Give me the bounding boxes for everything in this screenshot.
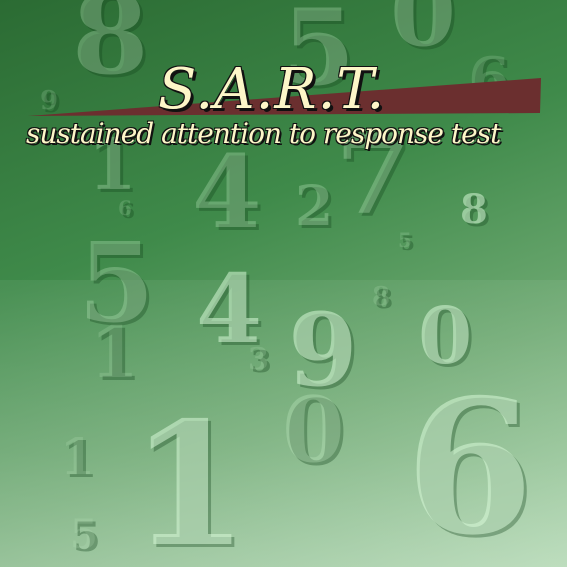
background-digit: 5: [282, 0, 356, 109]
background-digit: 0: [418, 291, 473, 382]
background-digit: 9: [40, 86, 59, 116]
background-digit: 0: [282, 377, 345, 483]
background-digit: 1: [90, 311, 139, 394]
background-digit: 8: [72, 0, 149, 99]
background-reflection: [0, 280, 567, 567]
background-digit: 5: [78, 218, 155, 347]
background-digit: 0: [390, 0, 457, 68]
background-digit: 1: [130, 385, 249, 567]
background-digit: 5: [398, 228, 412, 252]
background-digit: 4: [192, 133, 262, 251]
app-subtitle: sustained attention to response test: [26, 117, 501, 150]
background-digit: 1: [60, 427, 95, 486]
background-digit: 5: [70, 511, 98, 558]
background-digit: 8: [460, 186, 488, 233]
background-digit: 1: [88, 123, 137, 206]
background-digit: 4: [196, 254, 263, 365]
background-digit: 3: [248, 342, 269, 377]
background-digit: 7: [335, 110, 412, 239]
background-digit: 8: [372, 282, 391, 312]
background-digit: 6: [118, 196, 132, 220]
background-digit: 6: [405, 358, 534, 567]
background-digit: 9: [288, 291, 358, 409]
background-digit: 2: [295, 173, 334, 238]
app-title: S.A.R.T.: [158, 57, 386, 122]
